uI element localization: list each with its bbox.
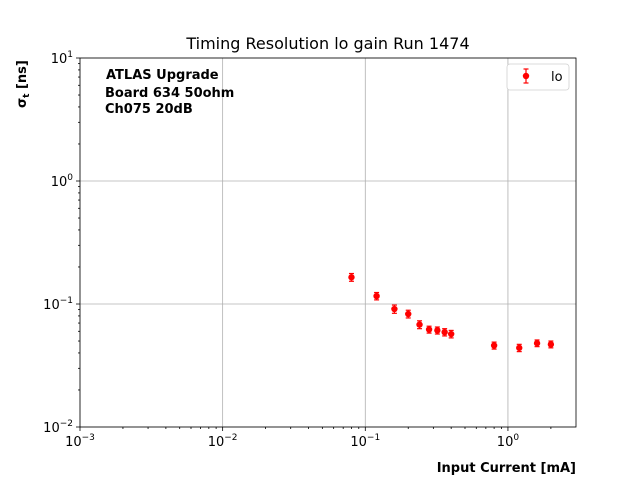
y-tick-label: 100 [51, 173, 74, 190]
legend-box [506, 63, 570, 91]
data-point [434, 326, 441, 335]
data-point [348, 272, 355, 282]
y-tick-label: 10−2 [43, 419, 73, 436]
x-tick-label-exponent: −1 [367, 433, 380, 443]
x-axis-label: Input Current [mA] [437, 461, 576, 476]
data-marker [516, 344, 523, 352]
y-axis-label: σt [ns] [15, 60, 32, 108]
plot-frame [79, 57, 577, 428]
data-marker [441, 328, 448, 336]
chart-title: Timing Resolution lo gain Run 1474 [185, 34, 469, 53]
x-tick-label: 10−1 [350, 433, 380, 450]
data-point [447, 329, 455, 339]
y-tick-label-base: 10 [51, 52, 68, 67]
data-point [490, 341, 498, 350]
data-marker [533, 340, 541, 347]
x-tick-label-base: 10 [208, 435, 225, 450]
data-marker [416, 321, 423, 328]
x-tick-label-base: 10 [497, 435, 514, 450]
y-axis-label-subscript: t [22, 93, 32, 98]
data-marker [373, 292, 380, 300]
data-marker [348, 274, 355, 281]
data-marker [547, 341, 555, 348]
y-tick-label-exponent: 0 [67, 173, 73, 183]
data-point [533, 339, 541, 348]
data-point [441, 328, 448, 337]
data-point [373, 291, 380, 301]
annotation-line-2: Board 634 50ohm [105, 86, 234, 101]
data-point [405, 309, 412, 319]
y-tick-label: 101 [51, 50, 73, 67]
data-marker [425, 326, 433, 333]
data-marker [447, 330, 455, 338]
y-tick-label-base: 10 [43, 421, 60, 436]
y-axis-label-symbol: σ [15, 98, 30, 108]
y-tick-label: 10−1 [43, 296, 73, 313]
data-marker [391, 305, 398, 313]
data-marker [434, 327, 441, 334]
y-axis-label-unit: [ns] [15, 60, 30, 93]
x-tick-label-exponent: 0 [513, 433, 519, 443]
x-tick-label: 10−3 [65, 433, 95, 450]
x-tick-label: 10−2 [208, 433, 238, 450]
data-point [391, 304, 398, 314]
legend-marker [522, 72, 530, 80]
annotation-line-1: ATLAS Upgrade [106, 68, 219, 83]
data-point [425, 325, 433, 334]
y-tick-label-base: 10 [43, 298, 60, 313]
annotation-line-3: Ch075 20dB [105, 102, 193, 117]
data-point [547, 340, 555, 349]
x-tick-label-exponent: −3 [82, 433, 95, 443]
data-point [516, 343, 523, 353]
legend: lo [506, 63, 570, 91]
x-tick-label-base: 10 [65, 435, 82, 450]
y-tick-label-base: 10 [51, 175, 68, 190]
y-tick-label-exponent: −2 [60, 419, 73, 429]
data-marker [490, 342, 498, 349]
y-tick-label-exponent: 1 [67, 50, 73, 60]
x-tick-label: 100 [497, 433, 520, 450]
data-marker [405, 310, 412, 318]
data-points [348, 272, 555, 353]
x-tick-label-base: 10 [350, 435, 367, 450]
y-tick-label-exponent: −1 [60, 296, 73, 306]
x-tick-label-exponent: −2 [224, 433, 237, 443]
data-point [416, 320, 423, 330]
legend-label: lo [551, 70, 563, 85]
